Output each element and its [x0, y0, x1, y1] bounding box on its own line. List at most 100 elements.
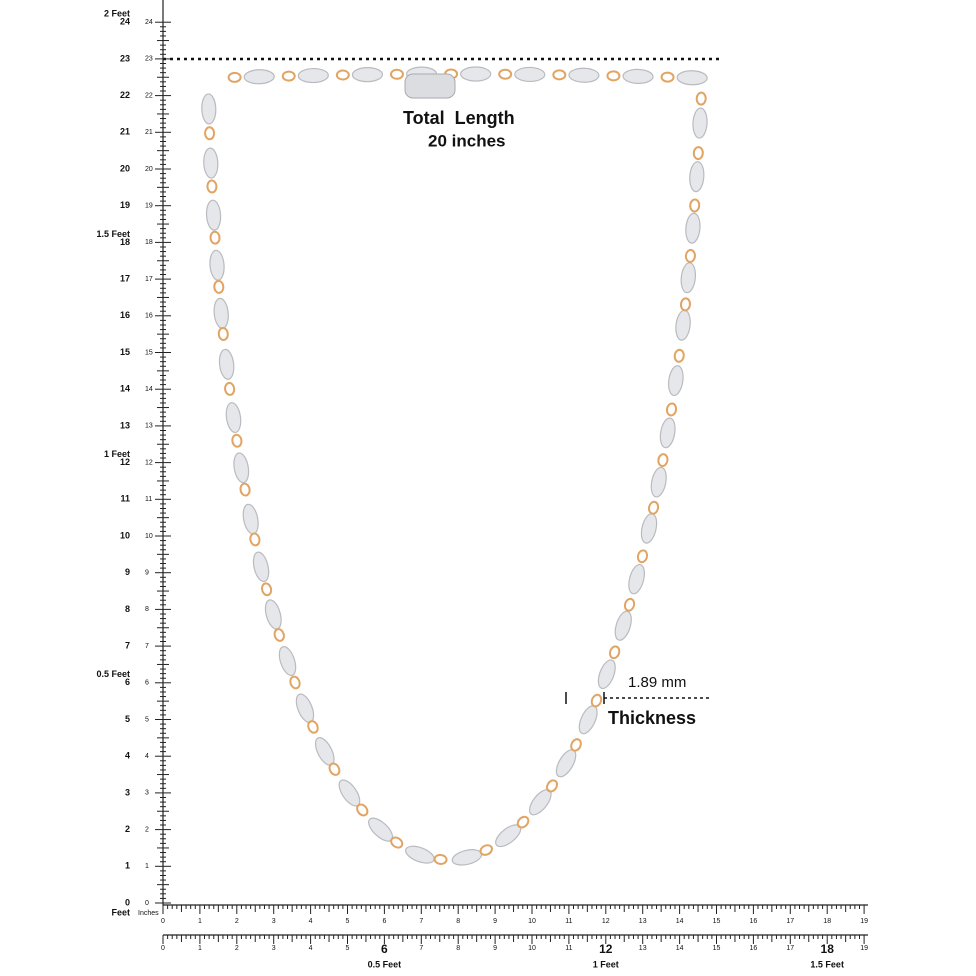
- inch-label: 24: [145, 19, 153, 26]
- feet-ruler-label: 15: [713, 945, 721, 952]
- silver-link: [640, 513, 658, 544]
- gold-link: [552, 69, 567, 81]
- gold-link: [546, 779, 559, 793]
- gold-link: [231, 433, 243, 448]
- silver-link: [451, 849, 483, 866]
- silver-link: [578, 705, 598, 735]
- gold-link: [249, 532, 261, 547]
- feet-label: 1.5 Feet: [96, 229, 130, 239]
- inch-label: 16: [120, 310, 130, 320]
- gold-link: [692, 146, 704, 161]
- inch-label: 10: [145, 533, 153, 540]
- gold-link: [433, 853, 448, 865]
- total-length-value: 20 inches: [428, 131, 506, 150]
- inch-label: 19: [120, 200, 130, 210]
- silver-link: [201, 93, 217, 125]
- gold-link: [660, 71, 675, 83]
- gold-link: [679, 297, 691, 312]
- inch-label: 5: [346, 918, 350, 925]
- feet-ruler-label: 3: [272, 945, 276, 952]
- inch-label: 4: [145, 753, 149, 760]
- inch-label: 17: [786, 918, 794, 925]
- inch-label: 13: [145, 423, 153, 430]
- inch-label: 23: [145, 56, 153, 63]
- gold-link: [647, 500, 660, 515]
- gold-link: [204, 126, 216, 141]
- gold-link: [673, 348, 685, 363]
- inch-label: 10: [120, 530, 130, 540]
- gold-link: [307, 720, 319, 734]
- silver-link: [675, 309, 691, 341]
- feet-ruler-label: 1: [198, 945, 202, 952]
- inch-label: 5: [145, 716, 149, 723]
- inch-label: 4: [125, 751, 130, 761]
- thickness-label: Thickness: [608, 708, 696, 728]
- silver-link: [568, 67, 600, 83]
- feet-label: 2 Feet: [104, 9, 130, 19]
- gold-link: [209, 230, 221, 245]
- inch-label: 7: [125, 640, 130, 650]
- silver-link: [278, 646, 297, 677]
- silver-link: [680, 262, 697, 294]
- inch-unit: Inches: [138, 910, 159, 917]
- feet-ruler-label: 8: [456, 945, 460, 952]
- gold-link: [273, 628, 285, 642]
- inch-label: 7: [145, 643, 149, 650]
- feet-ruler-label: 13: [639, 945, 647, 952]
- inch-label: 4: [309, 918, 313, 925]
- gold-link: [213, 279, 225, 294]
- total-length-label: Total Length: [403, 108, 515, 128]
- feet-unit: Feet: [111, 907, 130, 917]
- inch-label: 9: [493, 918, 497, 925]
- inch-label: 12: [145, 459, 153, 466]
- silver-link: [460, 66, 492, 82]
- gold-link: [335, 69, 350, 81]
- inch-label: 10: [528, 918, 536, 925]
- feet-ruler-label: 7: [419, 945, 423, 952]
- gold-link: [281, 70, 296, 82]
- silver-link: [295, 693, 315, 723]
- inch-label: 13: [639, 918, 647, 925]
- silver-link: [203, 147, 219, 179]
- inch-label: 19: [145, 203, 153, 210]
- feet-ruler-label: 11: [565, 945, 572, 952]
- feet-ruler-label: 2: [235, 945, 239, 952]
- inch-label: 3: [145, 790, 149, 797]
- silver-link: [622, 68, 654, 85]
- silver-link: [213, 297, 229, 329]
- gold-link: [665, 402, 678, 417]
- silver-link: [692, 107, 708, 139]
- inch-label: 22: [145, 92, 153, 99]
- silver-link: [243, 69, 275, 85]
- feet-ruler-label: 0: [161, 945, 165, 952]
- inch-label: 9: [125, 567, 130, 577]
- inch-label: 3: [125, 787, 130, 797]
- inch-label: 23: [120, 53, 130, 63]
- inch-label: 18: [120, 237, 130, 247]
- inch-label: 18: [145, 239, 153, 246]
- silver-link: [233, 452, 250, 484]
- gold-link: [224, 381, 236, 396]
- silver-link: [225, 402, 242, 434]
- feet-ruler-label: 19: [860, 945, 868, 952]
- gold-link: [498, 68, 513, 80]
- gold-link: [239, 482, 251, 497]
- inch-label: 15: [120, 347, 130, 357]
- silver-link: [676, 70, 708, 86]
- inch-label: 12: [120, 457, 130, 467]
- gold-link: [227, 71, 242, 83]
- gold-link: [684, 248, 696, 263]
- inch-label: 3: [272, 918, 276, 925]
- inch-label: 15: [145, 349, 153, 356]
- silver-link: [514, 66, 546, 83]
- inch-label: 20: [120, 163, 130, 173]
- gold-link: [516, 815, 530, 829]
- inch-label: 16: [750, 918, 758, 925]
- inch-label: 1: [125, 861, 130, 871]
- feet-label: 0.5 Feet: [368, 959, 402, 969]
- silver-link: [495, 824, 522, 848]
- gold-link: [657, 453, 669, 468]
- inch-label: 21: [145, 129, 153, 136]
- gold-link: [206, 179, 218, 194]
- inch-label: 17: [145, 276, 153, 283]
